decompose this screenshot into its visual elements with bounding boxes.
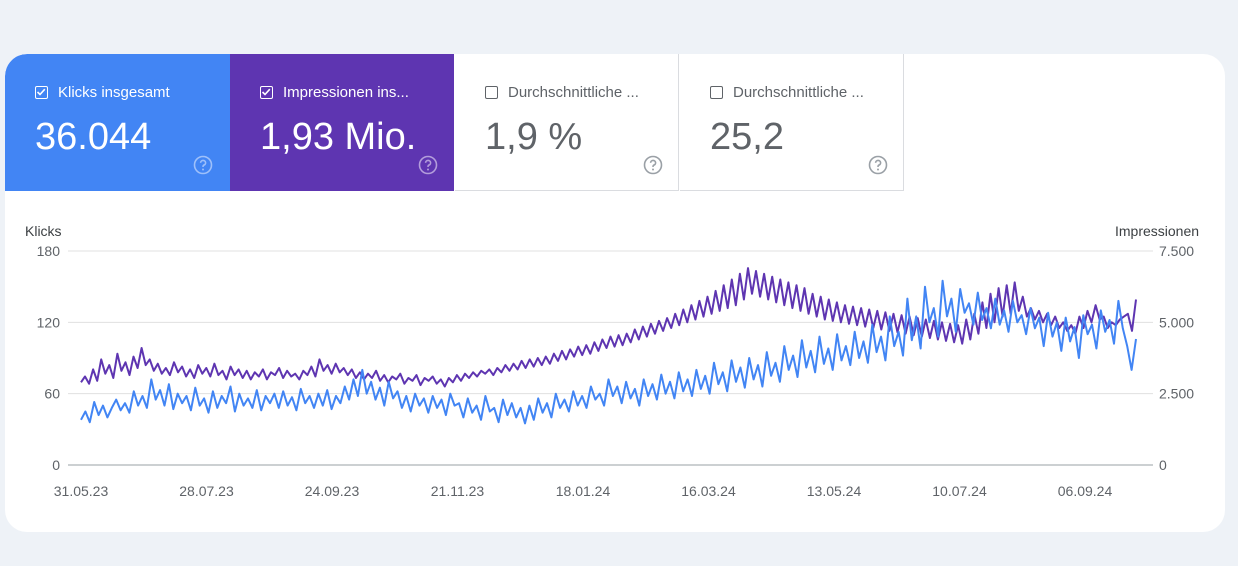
metric-label: Durchschnittliche ... xyxy=(508,84,639,101)
y-axis-title-left: Klicks xyxy=(25,223,62,239)
metric-label: Klicks insgesamt xyxy=(58,84,170,101)
checkbox-icon[interactable] xyxy=(260,86,273,99)
x-tick-label: 10.07.24 xyxy=(932,483,987,499)
series-line-klicks xyxy=(80,279,1137,425)
x-tick-label: 13.05.24 xyxy=(807,483,862,499)
metric-total-clicks[interactable]: Klicks insgesamt 36.044 xyxy=(5,54,230,191)
question-circle-icon[interactable] xyxy=(418,155,438,175)
y-axis-title-right: Impressionen xyxy=(1115,223,1200,239)
y-tick-label-right: 7.500 xyxy=(1159,243,1194,259)
performance-chart: 0 0 60 2.500 120 5.000 180 7.500 31.05.23 28.07.2… xyxy=(37,243,1195,499)
y-tick-label-left: 60 xyxy=(44,386,60,402)
y-tick-label-right: 2.500 xyxy=(1159,386,1194,402)
checkbox-icon[interactable] xyxy=(35,86,48,99)
x-tick-label: 28.07.23 xyxy=(179,483,234,499)
metric-average-ctr[interactable]: Durchschnittliche ... 1,9 % xyxy=(455,54,679,191)
y-tick-label-left: 120 xyxy=(37,314,61,330)
checkbox-icon[interactable] xyxy=(710,86,723,99)
metric-label: Durchschnittliche ... xyxy=(733,84,864,101)
metric-average-position[interactable]: Durchschnittliche ... 25,2 xyxy=(680,54,904,191)
question-circle-icon[interactable] xyxy=(868,155,888,175)
y-tick-label-right: 0 xyxy=(1159,457,1167,473)
metric-value: 36.044 xyxy=(35,116,152,158)
question-circle-icon[interactable] xyxy=(643,155,663,175)
y-tick-label-left: 0 xyxy=(52,457,60,473)
metric-value: 1,9 % xyxy=(485,116,583,158)
metric-label: Impressionen ins... xyxy=(283,84,409,101)
metric-value: 1,93 Mio. xyxy=(260,116,417,158)
y-tick-label-right: 5.000 xyxy=(1159,314,1194,330)
x-tick-label: 24.09.23 xyxy=(305,483,360,499)
x-tick-label: 31.05.23 xyxy=(54,483,109,499)
x-tick-label: 18.01.24 xyxy=(556,483,611,499)
y-tick-label-left: 180 xyxy=(37,243,61,259)
performance-card: Klicks insgesamt 36.044 Impressionen ins… xyxy=(5,54,1225,532)
series-line-impressionen xyxy=(80,267,1137,388)
metric-value: 25,2 xyxy=(710,116,784,158)
x-tick-label: 06.09.24 xyxy=(1058,483,1113,499)
metric-total-impressions[interactable]: Impressionen ins... 1,93 Mio. xyxy=(230,54,454,191)
question-circle-icon[interactable] xyxy=(193,155,213,175)
x-tick-label: 21.11.23 xyxy=(431,483,485,499)
x-tick-label: 16.03.24 xyxy=(681,483,736,499)
checkbox-icon[interactable] xyxy=(485,86,498,99)
